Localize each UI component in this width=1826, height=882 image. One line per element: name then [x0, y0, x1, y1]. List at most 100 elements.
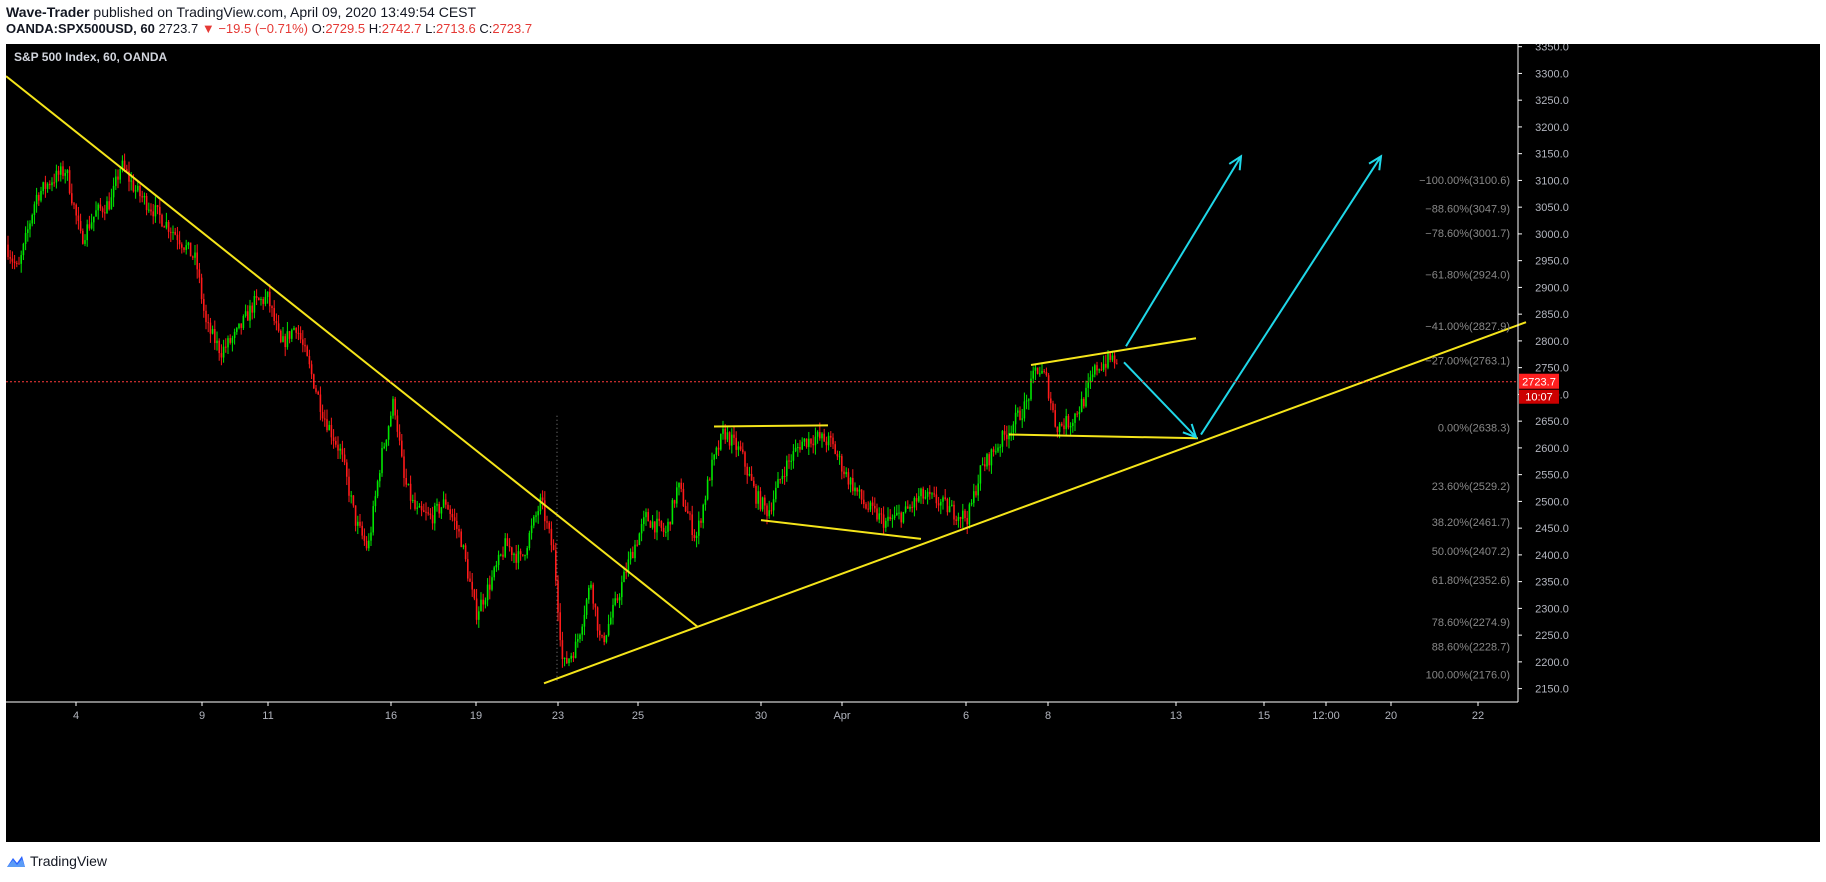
candle-body — [306, 346, 308, 356]
candle-body — [770, 510, 773, 512]
trendline[interactable] — [1008, 433, 1199, 440]
candle-body — [1039, 373, 1041, 375]
candle-body — [702, 504, 704, 523]
candle-body — [717, 447, 720, 450]
candle-body — [1111, 355, 1114, 360]
open-value: 2729.5 — [325, 21, 366, 36]
candle-body — [170, 231, 172, 233]
candle-body — [280, 330, 282, 342]
candle-body — [629, 551, 632, 560]
candle-body — [194, 252, 196, 258]
candle-body — [365, 540, 368, 549]
candle-body — [561, 640, 564, 659]
y-tick-label: 2250.0 — [1535, 630, 1569, 642]
candle-body — [898, 512, 900, 514]
candle-body — [132, 180, 135, 192]
candle-body — [442, 499, 445, 508]
candle-body — [1058, 423, 1061, 433]
candle-body — [207, 322, 209, 324]
candle-body — [847, 472, 850, 485]
trendline[interactable] — [6, 75, 699, 628]
candle-body — [172, 231, 174, 233]
tradingview-logo[interactable]: TradingView — [6, 853, 107, 869]
y-tick-label: 3250.0 — [1535, 95, 1569, 107]
candle-body — [680, 482, 682, 489]
candle-body — [99, 204, 102, 209]
candle-body — [370, 532, 372, 541]
candle-body — [640, 524, 643, 534]
chart-area[interactable]: S&P 500 Index, 60, OANDA −100.00%(3100.6… — [6, 44, 1820, 842]
candle-body — [264, 297, 267, 304]
candle-body — [1067, 415, 1070, 428]
projection-arrow[interactable] — [1200, 155, 1382, 436]
candle-body — [405, 478, 407, 485]
candle-body — [60, 166, 62, 175]
candle-body — [711, 459, 713, 481]
author-name[interactable]: Wave-Trader — [6, 4, 90, 20]
candle-body — [27, 229, 29, 233]
candle-body — [750, 473, 753, 481]
candle-body — [178, 240, 181, 245]
candle-body — [775, 487, 777, 500]
candle-body — [493, 567, 495, 578]
candle-body — [412, 499, 414, 501]
candle-body — [572, 655, 575, 658]
candle-body — [808, 438, 810, 447]
candle-body — [128, 171, 130, 182]
y-tick-label: 3100.0 — [1535, 175, 1569, 187]
candle-body — [167, 221, 170, 232]
candle-body — [1041, 370, 1043, 374]
candle-body — [137, 185, 139, 191]
candle-body — [330, 424, 333, 438]
candle-body — [1008, 432, 1010, 440]
candle-body — [429, 513, 432, 516]
candle-body — [295, 328, 297, 333]
y-tick-label: 2900.0 — [1535, 282, 1569, 294]
trendline[interactable] — [543, 321, 1527, 685]
candle-body — [728, 432, 731, 446]
candle-body — [38, 194, 40, 201]
candle-body — [409, 483, 412, 501]
candle-body — [225, 346, 227, 348]
x-tick-label: 15 — [1258, 710, 1270, 722]
candle-body — [13, 261, 16, 264]
candle-body — [115, 176, 117, 186]
candle-body — [856, 487, 858, 492]
projection-arrow[interactable] — [1123, 361, 1197, 438]
candle-body — [350, 495, 352, 497]
candle-body — [469, 578, 471, 582]
x-tick-label: 12:00 — [1312, 710, 1340, 722]
candle-body — [623, 571, 625, 583]
candle-body — [266, 291, 269, 298]
candle-body — [222, 346, 225, 358]
candle-body — [878, 513, 880, 520]
candle-body — [814, 436, 817, 446]
candle-body — [1074, 413, 1076, 423]
candle-body — [662, 527, 665, 532]
candle-body — [944, 497, 946, 499]
candle-body — [753, 480, 755, 487]
candle-body — [88, 224, 91, 229]
price-chart[interactable]: S&P 500 Index, 60, OANDA −100.00%(3100.6… — [6, 44, 1820, 842]
candle-body — [535, 515, 537, 517]
fib-level-label: 78.60%(2274.9) — [1432, 617, 1510, 629]
trendline[interactable] — [713, 424, 829, 428]
candle-body — [951, 504, 953, 507]
projection-arrow[interactable] — [1125, 155, 1242, 347]
candle-body — [596, 607, 599, 631]
trendline[interactable] — [760, 519, 922, 540]
candle-body — [35, 194, 38, 205]
candle-body — [709, 479, 711, 481]
candle-body — [887, 516, 889, 521]
candle-body — [918, 496, 920, 502]
candle-body — [691, 514, 693, 536]
candle-body — [497, 554, 500, 565]
candle-body — [946, 498, 949, 513]
candle-body — [95, 210, 97, 217]
candle-body — [1021, 418, 1023, 420]
candle-body — [339, 448, 341, 451]
candle-body — [1094, 365, 1096, 375]
candle-body — [539, 497, 542, 512]
candle-body — [588, 587, 590, 600]
trendline[interactable] — [1030, 337, 1197, 366]
